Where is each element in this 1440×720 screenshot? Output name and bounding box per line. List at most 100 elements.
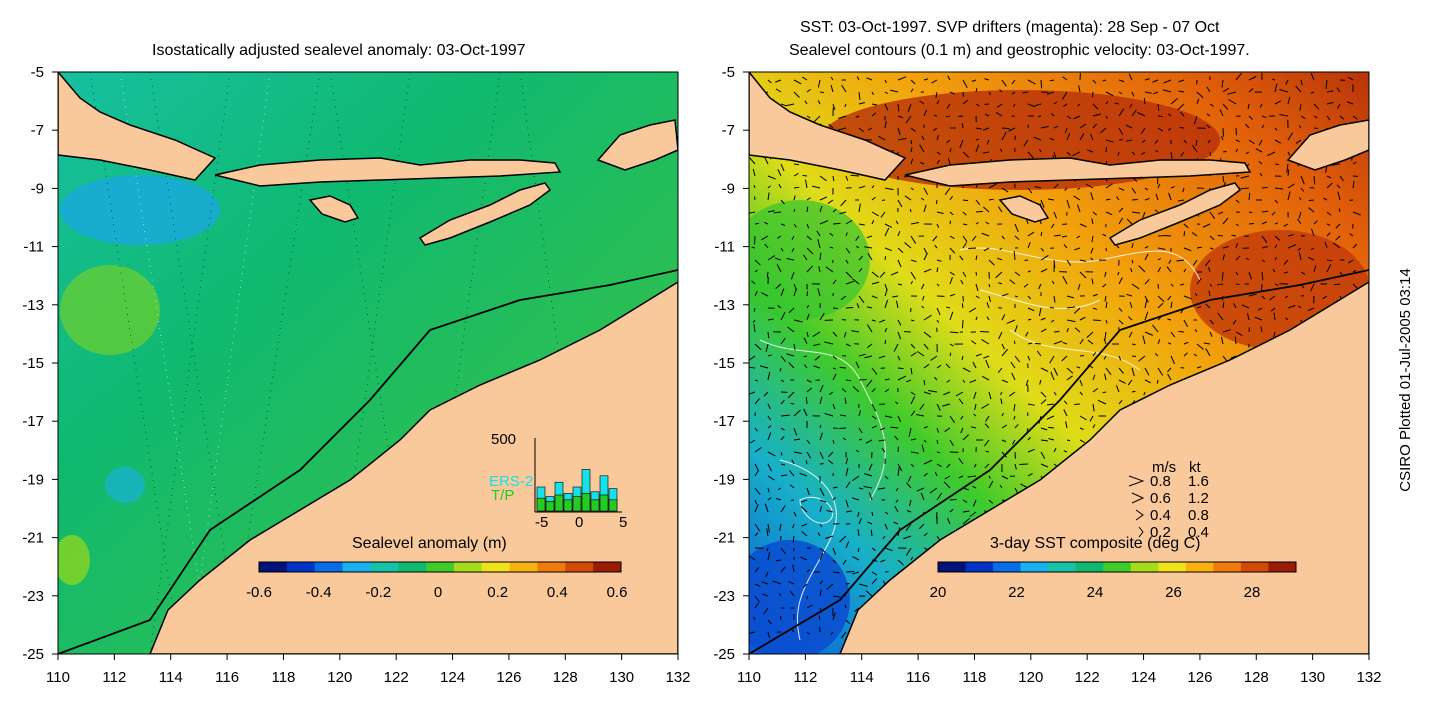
velocity-arrow [1131,198,1138,201]
colorbar-swatch-1 [286,562,316,572]
right-lon-tick-7: 124 [1131,669,1156,686]
velocity-arrow [1126,139,1133,142]
velocity-arrow [1053,391,1057,396]
velocity-arrow [984,113,990,117]
velocity-arrow [789,484,795,489]
colorbar-tick-4: 28 [1244,584,1261,601]
velocity-arrow [775,283,782,290]
velocity-arrow [1209,319,1215,325]
right-lat-tick-5: -15 [713,355,735,372]
inset-x-tick-max: 5 [619,514,627,531]
velocity-arrow [959,139,964,149]
velocity-arrow [934,244,938,249]
velocity-legend-kt-3: 0.4 [1188,524,1209,541]
velocity-arrow [1105,319,1108,324]
right-shelf-contour [749,269,1369,654]
velocity-arrow [983,206,990,213]
velocity-arrow [936,259,942,262]
velocity-arrow [1287,244,1297,249]
velocity-arrow [791,459,795,465]
velocity-arrow [857,529,860,537]
velocity-arrow [858,438,863,441]
velocity-arrow [1241,304,1250,309]
left-lon-tick-0: 110 [46,669,70,686]
velocity-arrow [1066,295,1074,299]
velocity-arrow [936,211,944,215]
velocity-arrow [920,492,925,501]
velocity-arrow [858,518,862,525]
velocity-arrow [1040,427,1048,431]
colorbar-swatch-8 [1158,562,1187,572]
velocity-arrow [962,79,968,89]
colorbar-swatch-5 [398,562,427,572]
velocity-arrow [1064,127,1068,134]
velocity-arrow [841,84,847,93]
velocity-arrow [806,88,811,93]
velocity-arrow [1279,89,1289,93]
velocity-arrow [832,355,837,360]
right-lat-tick-7: -19 [713,471,735,488]
velocity-arrow [923,472,928,477]
colorbar-tick-3: 26 [1165,584,1182,601]
velocity-arrow [1061,355,1068,362]
velocity-arrow [961,319,964,329]
velocity-arrow [1310,228,1315,237]
velocity-arrow [1157,127,1164,132]
velocity-arrow [1087,149,1094,153]
velocity-arrow [1352,181,1355,189]
left-lat-tick-6: -17 [22,413,44,430]
velocity-arrow [884,415,893,419]
velocity-arrow [767,318,774,321]
velocity-arrow [754,446,762,453]
velocity-arrow [936,283,940,287]
velocity-arrow [1206,113,1211,117]
velocity-arrow [754,470,759,477]
velocity-arrow [806,265,814,273]
velocity-arrow [1168,127,1172,131]
velocity-arrow [971,79,977,82]
velocity-arrow [806,206,809,213]
velocity-arrow [1117,271,1120,276]
velocity-arrow [1339,115,1345,120]
velocity-arrow [988,475,991,479]
velocity-arrow [775,79,782,83]
velocity-arrow [772,580,782,585]
velocity-arrow [1040,328,1047,333]
velocity-arrow [1336,87,1341,93]
velocity-arrow [985,221,990,225]
velocity-arrow [765,571,769,578]
velocity-arrow [1298,125,1302,129]
velocity-arrow [929,487,938,494]
velocity-arrow [916,487,925,492]
velocity-arrow [790,271,795,280]
velocity-arrow [1014,423,1019,429]
velocity-arrow [780,223,786,226]
velocity-arrow [845,619,850,625]
velocity-arrow [819,451,824,459]
velocity-arrow [858,127,864,133]
velocity-arrow [1157,257,1162,261]
velocity-arrow [754,602,760,609]
velocity-arrow [817,100,821,105]
velocity-arrow [936,427,940,433]
velocity-arrow [1131,283,1140,290]
velocity-arrow [879,559,886,563]
velocity-arrow [958,475,964,479]
velocity-arrow [1348,259,1354,264]
velocity-arrow [764,503,769,513]
left-colorbar [258,561,622,573]
velocity-arrow [1183,231,1186,237]
inset-tp-bar-5 [581,493,591,512]
velocity-arrow [1170,283,1174,287]
velocity-arrow [1092,211,1098,216]
velocity-arrow [1248,139,1255,145]
velocity-arrow [1079,259,1087,262]
velocity-arrow [949,293,956,297]
velocity-arrow [897,115,904,119]
velocity-arrow [903,535,912,540]
velocity-legend-ms-1: 0.6 [1150,490,1171,507]
velocity-arrow [984,78,990,81]
velocity-arrow [1170,186,1175,189]
velocity-arrow [749,391,756,395]
velocity-arrow [840,631,847,639]
